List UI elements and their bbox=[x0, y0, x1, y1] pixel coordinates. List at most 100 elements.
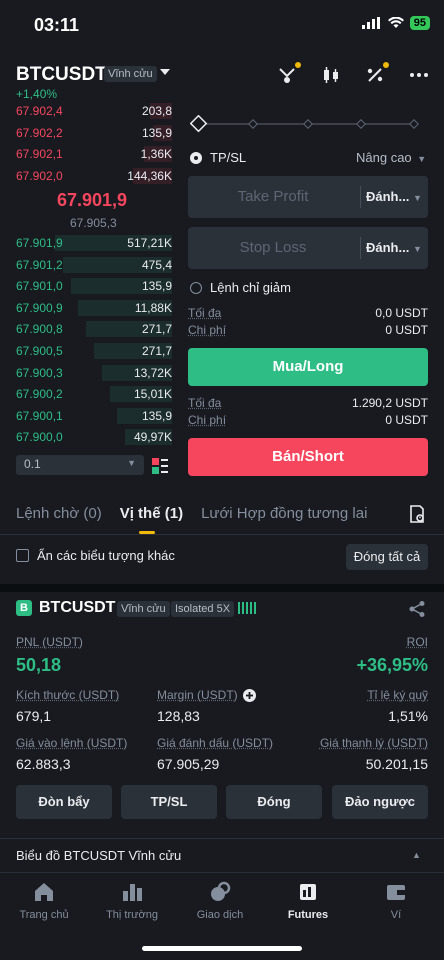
bottom-nav: Trang chủ Thị trường Giao dịch Futures V… bbox=[0, 872, 444, 960]
bid-row[interactable]: 67.900,0 49,97K bbox=[16, 427, 172, 447]
order-history-icon[interactable] bbox=[408, 505, 426, 523]
order-price: 67.902,2 bbox=[16, 125, 63, 140]
chevron-down-icon: ▼ bbox=[412, 193, 422, 203]
sell-short-button[interactable]: Bán/Short bbox=[188, 438, 428, 476]
ask-row[interactable]: 67.902,0 144,36K bbox=[16, 166, 172, 186]
bid-row[interactable]: 67.900,2 15,01K bbox=[16, 384, 172, 404]
hide-other-symbols-toggle[interactable]: Ẩn các biểu tượng khác bbox=[16, 548, 175, 563]
nav-home[interactable]: Trang chủ bbox=[0, 881, 88, 921]
depth-bar bbox=[94, 343, 172, 359]
bid-row[interactable]: 67.900,5 271,7 bbox=[16, 341, 172, 361]
tp-trigger-select[interactable]: Đánh... ▼ bbox=[366, 189, 422, 204]
order-quantity: 15,01K bbox=[133, 387, 172, 402]
order-quantity: 271,7 bbox=[141, 322, 172, 337]
funding-rate-icon[interactable] bbox=[364, 62, 389, 86]
more-icon[interactable] bbox=[408, 64, 430, 86]
depth-bar bbox=[133, 167, 172, 184]
reduce-only-toggle[interactable]: Lệnh chỉ giảm bbox=[190, 280, 291, 295]
nav-trade[interactable]: Giao dịch bbox=[176, 881, 264, 921]
symbol-dropdown-icon[interactable] bbox=[160, 68, 170, 76]
last-price: 67.901,9 bbox=[57, 190, 128, 210]
ask-row[interactable]: 67.902,4 203,8 bbox=[16, 101, 172, 121]
order-price: 67.900,1 bbox=[16, 408, 63, 423]
tab-positions[interactable]: Vị thế (1) bbox=[119, 505, 184, 522]
leverage-button[interactable]: Đòn bẩy bbox=[16, 785, 112, 819]
symbol-title[interactable]: BTCUSDT bbox=[16, 64, 107, 85]
hide-other-symbols-checkbox[interactable] bbox=[16, 549, 29, 562]
order-book-mode-icon[interactable] bbox=[152, 458, 168, 474]
order-quantity: 135,9 bbox=[141, 279, 172, 294]
ask-row[interactable]: 67.902,2 135,9 bbox=[16, 123, 172, 143]
margin-ratio-label: Tỉ lệ ký quỹ bbox=[367, 688, 428, 702]
wallet-icon bbox=[387, 885, 405, 900]
close-position-button[interactable]: Đóng bbox=[226, 785, 322, 819]
depth-bar bbox=[62, 256, 172, 273]
bid-row[interactable]: 67.900,1 135,9 bbox=[16, 406, 172, 426]
bid-row[interactable]: 67.900,9 11,88K bbox=[16, 298, 172, 318]
advanced-select[interactable]: Nâng cao ▼ bbox=[356, 150, 426, 165]
order-quantity: 49,97K bbox=[133, 430, 172, 445]
nav-wallet[interactable]: Ví bbox=[352, 881, 440, 921]
order-price: 67.900,8 bbox=[16, 322, 63, 337]
active-tab-indicator bbox=[139, 531, 155, 534]
bid-row[interactable]: 67.901,2 475,4 bbox=[16, 255, 172, 275]
margin-ratio-value: 1,51% bbox=[388, 708, 428, 724]
order-price: 67.901,2 bbox=[16, 257, 63, 272]
order-quantity: 271,7 bbox=[141, 344, 172, 358]
tick-size-value: 0.1 bbox=[24, 457, 41, 471]
status-icons: 95 bbox=[361, 16, 430, 30]
cost-label: Chi phí bbox=[188, 413, 227, 427]
take-profit-field[interactable]: Take Profit Đánh... ▼ bbox=[188, 176, 428, 218]
buy-long-button[interactable]: Mua/Long bbox=[188, 348, 428, 386]
order-price: 67.901,0 bbox=[16, 279, 63, 294]
bid-row[interactable]: 67.901,0 135,9 bbox=[16, 276, 172, 296]
depth-bar bbox=[125, 429, 172, 446]
bid-row[interactable]: 67.900,3 13,72K bbox=[16, 363, 172, 383]
order-quantity: 135,9 bbox=[141, 125, 172, 140]
stop-loss-input[interactable]: Stop Loss bbox=[239, 239, 307, 256]
chevron-down-icon: ▼ bbox=[417, 154, 427, 164]
cost-label: Chi phí bbox=[188, 323, 227, 337]
order-quantity: 517,21K bbox=[127, 236, 172, 250]
close-all-button[interactable]: Đóng tất cả bbox=[346, 544, 428, 570]
liq-price-label: Giá thanh lý (USDT) bbox=[319, 736, 428, 750]
bid-row[interactable]: 67.901,9 517,21K bbox=[16, 233, 172, 253]
tab-futures-grid[interactable]: Lưới Hợp đồng tương lai bbox=[201, 505, 368, 522]
tpsl-radio[interactable] bbox=[190, 151, 202, 164]
take-profit-input[interactable]: Take Profit bbox=[237, 188, 309, 205]
position-tpsl-button[interactable]: TP/SL bbox=[121, 785, 217, 819]
order-quantity: 203,8 bbox=[141, 104, 172, 118]
sl-trigger-select[interactable]: Đánh... ▼ bbox=[366, 240, 422, 255]
margin-label-group: Margin (USDT) bbox=[157, 688, 256, 702]
margin-label: Margin (USDT) bbox=[157, 688, 238, 702]
bid-row[interactable]: 67.900,8 271,7 bbox=[16, 319, 172, 339]
share-icon[interactable] bbox=[408, 600, 426, 618]
depth-bar bbox=[143, 146, 172, 163]
size-value: 679,1 bbox=[16, 708, 52, 724]
depth-bar bbox=[86, 321, 172, 338]
chevron-down-icon: ▼ bbox=[127, 458, 136, 468]
order-price: 67.900,9 bbox=[16, 300, 63, 315]
orders-tabs: Lệnh chờ (0) Vị thế (1) Lưới Hợp đồng tư… bbox=[16, 505, 367, 522]
stop-loss-field[interactable]: Stop Loss Đánh... ▼ bbox=[188, 227, 428, 269]
order-price: 67.902,1 bbox=[16, 147, 63, 162]
nav-futures[interactable]: Futures bbox=[264, 881, 352, 921]
bot-icon[interactable] bbox=[276, 62, 301, 86]
candlestick-chart-icon[interactable] bbox=[320, 64, 342, 86]
tick-size-select[interactable]: 0.1 ▼ bbox=[16, 455, 144, 475]
order-quantity: 144,36K bbox=[127, 168, 172, 183]
tpsl-toggle[interactable]: TP/SL bbox=[190, 150, 246, 165]
reverse-position-button[interactable]: Đảo ngược bbox=[332, 785, 428, 819]
tab-open-orders[interactable]: Lệnh chờ (0) bbox=[16, 505, 102, 522]
margin-value: 128,83 bbox=[157, 708, 200, 724]
chevron-up-icon[interactable]: ▲ bbox=[412, 850, 421, 860]
tpsl-label: TP/SL bbox=[210, 150, 247, 165]
position-symbol[interactable]: BTCUSDT bbox=[39, 599, 116, 616]
reduce-only-radio[interactable] bbox=[190, 281, 202, 294]
add-margin-icon[interactable] bbox=[242, 688, 256, 702]
leverage-slider[interactable] bbox=[190, 115, 420, 133]
nav-markets[interactable]: Thị trường bbox=[88, 881, 176, 921]
ask-row[interactable]: 67.902,1 1,36K bbox=[16, 144, 172, 164]
chart-link[interactable]: Biểu đồ BTCUSDT Vĩnh cửu bbox=[16, 848, 182, 863]
margin-mode-badge[interactable]: Isolated 5X bbox=[171, 601, 235, 617]
